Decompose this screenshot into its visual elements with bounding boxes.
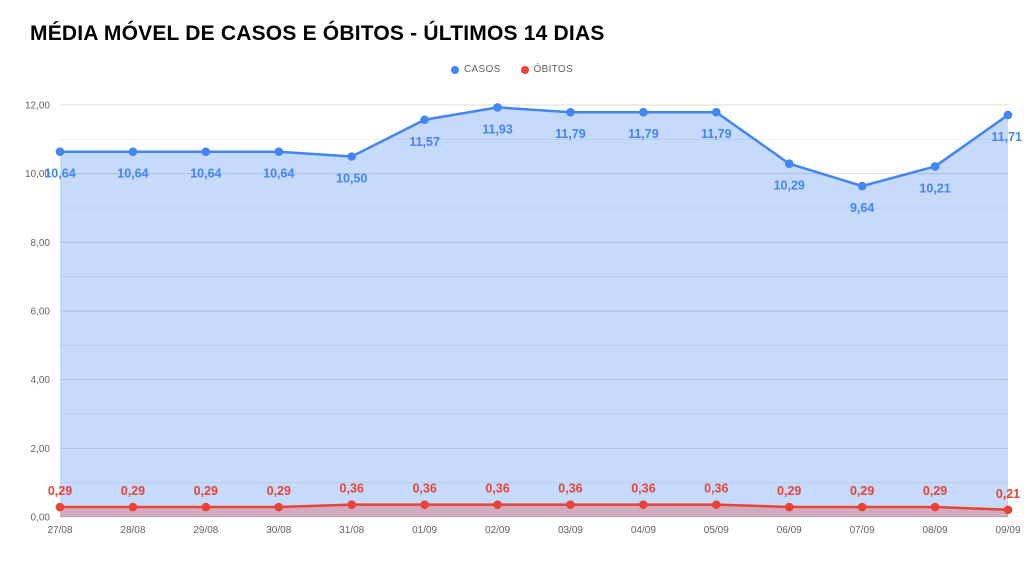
data-point-obitos (420, 500, 429, 509)
data-label-obitos: 0,29 (850, 484, 874, 498)
x-axis-labels: 27/08 28/08 29/08 30/08 31/08 01/09 02/09 03/09… (47, 525, 1020, 536)
data-point-casos (55, 147, 65, 156)
data-label-obitos: 0,36 (485, 482, 509, 496)
data-label-casos: 11,79 (701, 127, 732, 141)
data-point-obitos (274, 502, 284, 512)
data-point-obitos (493, 500, 502, 509)
data-label-casos: 10,64 (117, 167, 148, 181)
x-tick-label: 29/08 (193, 525, 218, 536)
data-label-obitos: 0,29 (48, 484, 72, 498)
series-casos-labels: 10,64 10,64 10,64 10,64 10,50 11,57 11,93 11,79… (44, 122, 1022, 215)
data-point-casos (930, 162, 940, 171)
data-point-casos (493, 103, 502, 112)
data-label-casos: 10,64 (190, 167, 221, 181)
x-tick-label: 03/09 (558, 525, 583, 536)
data-point-obitos (930, 502, 940, 512)
series-casos-line (58, 106, 1010, 188)
series-casos-area (60, 107, 1008, 518)
series-casos-points (55, 103, 1013, 191)
data-point-obitos (1003, 505, 1013, 515)
chart-canvas: 0,00 2,00 4,00 6,00 8,00 10,00 12,00 27/08 28/08… (25, 101, 1022, 537)
series-obitos-points (55, 500, 1013, 515)
x-tick-label: 07/09 (850, 525, 875, 536)
data-point-obitos (857, 502, 867, 512)
data-label-casos: 10,64 (263, 167, 294, 181)
chart-legend: CASOS ÓBITOS (0, 64, 1024, 75)
x-tick-label: 08/09 (923, 525, 948, 536)
x-tick-label: 27/08 (47, 525, 72, 536)
data-label-obitos: 0,29 (777, 484, 801, 498)
data-point-casos (347, 152, 356, 161)
data-point-casos (857, 181, 867, 191)
series-obitos-labels: 0,29 0,29 0,29 0,29 0,36 0,36 0,36 0,36 0,36 0,36… (48, 482, 1020, 501)
x-tick-label: 05/09 (704, 525, 729, 536)
data-point-casos (566, 107, 575, 117)
x-tick-label: 06/09 (777, 525, 802, 536)
data-label-obitos: 0,36 (340, 482, 364, 496)
y-axis-labels: 0,00 2,00 4,00 6,00 8,00 10,00 12,00 (25, 101, 50, 524)
y-tick-label: 10,00 (25, 169, 50, 180)
data-label-casos: 11,57 (409, 135, 440, 149)
x-tick-label: 28/08 (120, 525, 145, 536)
x-tick-label: 31/08 (339, 525, 364, 536)
data-point-obitos (201, 502, 211, 512)
data-point-casos (712, 107, 721, 117)
data-label-casos: 9,64 (850, 201, 874, 215)
data-point-casos (201, 147, 211, 156)
data-label-obitos: 0,29 (267, 484, 291, 498)
data-label-obitos: 0,36 (631, 482, 655, 496)
data-point-casos (784, 159, 794, 169)
series-obitos-area (60, 504, 1008, 517)
data-label-obitos: 0,36 (558, 482, 582, 496)
series-fills (60, 107, 1008, 518)
data-label-obitos: 0,29 (194, 484, 218, 498)
data-label-casos: 11,93 (482, 122, 513, 136)
y-tick-label: 0,00 (31, 513, 51, 524)
data-point-obitos (347, 500, 356, 509)
data-point-casos (128, 147, 138, 156)
x-tick-label: 30/08 (266, 525, 291, 536)
data-point-obitos (712, 500, 721, 509)
data-point-obitos (566, 500, 575, 509)
data-label-casos: 11,71 (991, 130, 1022, 144)
x-tick-label: 01/09 (412, 525, 437, 536)
y-tick-label: 2,00 (31, 444, 51, 455)
x-tick-label: 04/09 (631, 525, 656, 536)
legend-item-casos: CASOS (451, 64, 501, 75)
data-label-casos: 10,64 (44, 167, 75, 181)
data-label-obitos: 0,21 (996, 487, 1020, 501)
y-tick-label: 6,00 (31, 307, 51, 318)
x-tick-label: 02/09 (485, 525, 510, 536)
legend-dot-casos (451, 65, 460, 74)
data-point-casos (420, 115, 429, 125)
data-point-obitos (639, 500, 648, 509)
y-gridlines (60, 104, 1008, 518)
data-point-casos (639, 107, 648, 117)
data-point-obitos (55, 502, 65, 512)
data-point-obitos (128, 502, 138, 512)
x-tick-label: 09/09 (995, 525, 1020, 536)
series-obitos-line (58, 503, 1010, 512)
data-point-casos (274, 147, 284, 156)
legend-item-obitos: ÓBITOS (520, 64, 573, 75)
legend-label: CASOS (464, 64, 501, 75)
data-label-casos: 10,29 (774, 179, 805, 193)
data-label-casos: 10,21 (919, 181, 950, 195)
chart-title: MÉDIA MÓVEL DE CASOS E ÓBITOS - ÚLTIMOS … (30, 22, 605, 45)
data-label-obitos: 0,29 (923, 484, 947, 498)
data-point-obitos (784, 502, 794, 512)
data-label-casos: 11,79 (628, 127, 659, 141)
y-tick-label: 4,00 (31, 375, 51, 386)
data-label-casos: 11,79 (555, 127, 586, 141)
data-point-casos (1003, 110, 1013, 120)
data-label-obitos: 0,36 (704, 482, 728, 496)
data-label-obitos: 0,29 (121, 484, 145, 498)
legend-dot-obitos (520, 65, 529, 74)
y-tick-label: 8,00 (31, 238, 51, 249)
data-label-casos: 10,50 (336, 172, 367, 186)
y-tick-label: 12,00 (25, 101, 50, 112)
legend-label: ÓBITOS (533, 64, 573, 75)
data-label-obitos: 0,36 (412, 482, 436, 496)
